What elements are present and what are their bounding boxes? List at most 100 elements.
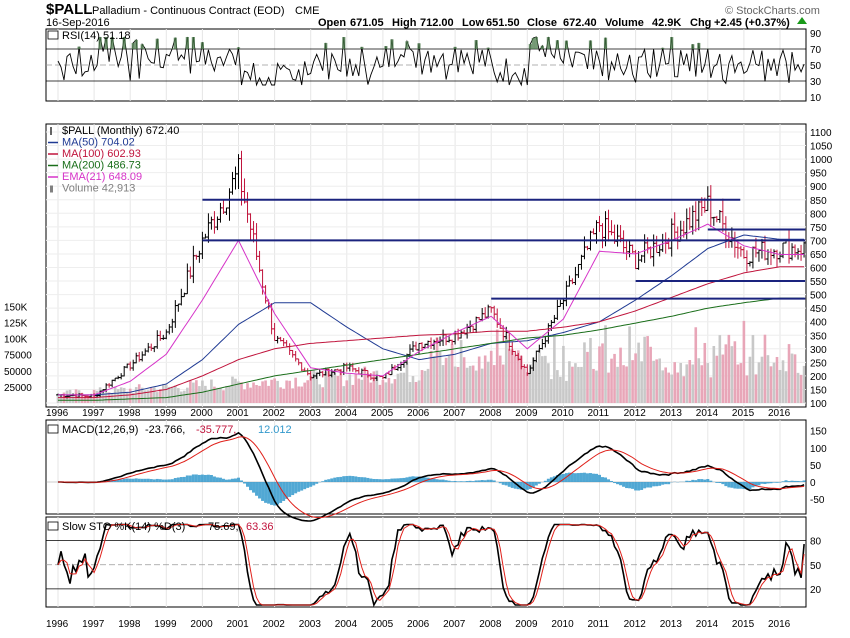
- year-tick-label: 1997: [82, 619, 105, 630]
- volume-tick-label: 75000: [4, 351, 32, 362]
- sto-tick-label: 50: [810, 561, 822, 572]
- volume-bar: [87, 394, 90, 403]
- volume-bar: [364, 367, 367, 403]
- volume-bar: [496, 330, 499, 403]
- rsi-overbought-fill: [565, 41, 568, 49]
- rsi-tick-label: 70: [810, 45, 822, 56]
- volume-bar: [719, 335, 722, 403]
- macd-histogram-bar: [210, 475, 213, 482]
- macd-histogram-bar: [186, 475, 189, 482]
- volume-bar: [186, 388, 189, 403]
- rsi-overbought-fill: [390, 39, 393, 49]
- rsi-overbought-fill: [174, 38, 177, 49]
- rsi-overbought-fill: [604, 38, 607, 49]
- volume-bar: [679, 363, 682, 403]
- volume-bar: [490, 351, 493, 403]
- macd-histogram-bar: [138, 479, 141, 482]
- price-tick-label: 1050: [810, 142, 833, 153]
- rsi-overbought-fill: [135, 40, 138, 49]
- volume-bar: [333, 373, 336, 403]
- macd-histogram-bar: [493, 480, 496, 482]
- macd-histogram-bar: [574, 473, 577, 482]
- volume-bar: [502, 365, 505, 403]
- macd-histogram-bar: [442, 480, 445, 482]
- macd-histogram-bar: [153, 479, 156, 482]
- volume-bar: [487, 362, 490, 403]
- volume-bar: [472, 366, 475, 403]
- macd-histogram-bar: [204, 475, 207, 482]
- volume-label: Volume: [605, 17, 644, 29]
- volume-bar: [421, 370, 424, 403]
- macd-histogram-bar: [126, 478, 129, 482]
- rsi-overbought-fill: [237, 47, 240, 49]
- macd-histogram-bar: [604, 478, 607, 482]
- macd-histogram-bar: [357, 477, 360, 482]
- year-tick-label: 2011: [588, 408, 610, 419]
- volume-bar: [688, 360, 691, 403]
- macd-histogram-bar: [709, 481, 712, 482]
- rsi-overbought-fill: [342, 37, 345, 49]
- volume-tick-label: 25000: [4, 383, 32, 394]
- macd-histogram-bar: [655, 482, 658, 486]
- macd-histogram-bar: [381, 479, 384, 482]
- macd-histogram-bar: [120, 479, 123, 482]
- rsi-overbought-fill: [691, 44, 694, 49]
- volume-tick-label: 50000: [4, 367, 32, 378]
- volume-bar: [661, 370, 664, 403]
- macd-histogram-bar: [592, 474, 595, 482]
- macd-histogram-bar: [448, 481, 451, 482]
- macd-histogram-bar: [207, 475, 210, 482]
- rsi-overbought-fill: [532, 38, 535, 49]
- macd-histogram-bar: [535, 482, 538, 485]
- volume-bar: [400, 373, 403, 403]
- volume-bar: [655, 359, 658, 403]
- macd-tick-label: 100: [810, 444, 827, 455]
- macd-histogram-bar: [243, 482, 246, 484]
- volume-bar: [568, 361, 571, 403]
- volume-bar: [797, 373, 800, 403]
- volume-bar: [722, 355, 725, 403]
- macd-histogram-bar: [321, 481, 324, 482]
- volume-bar: [547, 363, 550, 403]
- year-tick-label: 2001: [227, 408, 250, 419]
- macd-tick-label: 50: [810, 461, 822, 472]
- macd-histogram-bar: [162, 480, 165, 482]
- macd-histogram-bar: [333, 478, 336, 482]
- year-tick-label: 2013: [660, 408, 683, 419]
- volume-bar: [580, 367, 583, 403]
- volume-bar: [779, 370, 782, 403]
- year-tick-label: 1999: [154, 619, 177, 630]
- volume-bar: [562, 346, 565, 403]
- macd-histogram-bar: [487, 480, 490, 482]
- volume-bar: [424, 371, 427, 403]
- volume-bar: [782, 360, 785, 403]
- year-tick-label: 2002: [263, 408, 286, 419]
- volume-bar: [454, 367, 457, 403]
- volume-bar: [758, 362, 761, 403]
- macd-histogram-bar: [580, 473, 583, 482]
- rsi-overbought-fill: [324, 43, 327, 49]
- volume-bar: [685, 364, 688, 403]
- volume-bar: [406, 363, 409, 403]
- open-value: 671.05: [350, 17, 384, 29]
- macd-histogram-bar: [396, 478, 399, 482]
- year-tick-label: 2013: [660, 619, 683, 630]
- macd-histogram-bar: [183, 477, 186, 482]
- open-label: Open: [318, 17, 346, 29]
- volume-bar: [460, 340, 463, 403]
- macd-histogram-bar: [766, 482, 769, 483]
- macd-histogram-bar: [661, 482, 664, 485]
- volume-bar: [586, 352, 589, 403]
- rsi-overbought-fill: [77, 47, 80, 49]
- macd-histogram-bar: [577, 473, 580, 482]
- year-tick-label: 2016: [768, 408, 791, 419]
- low-value: 651.50: [486, 17, 520, 29]
- macd-histogram-bar: [547, 479, 550, 482]
- macd-histogram-bar: [237, 478, 240, 482]
- macd-histogram-bar: [279, 482, 282, 503]
- macd-histogram-bar: [697, 479, 700, 482]
- macd-histogram-bar: [201, 475, 204, 482]
- volume-bar: [484, 355, 487, 403]
- volume-bar: [303, 383, 306, 403]
- volume-bar: [556, 370, 559, 403]
